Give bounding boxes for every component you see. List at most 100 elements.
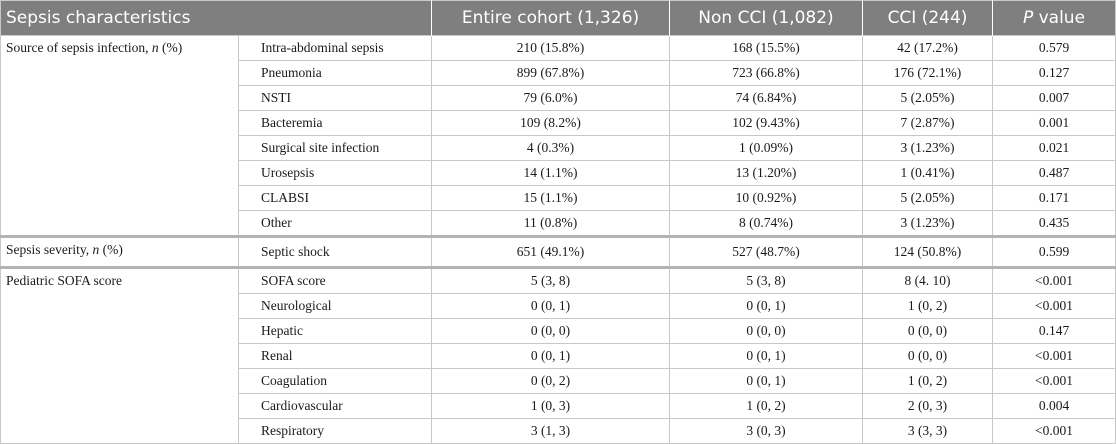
cell-entire-cohort: 0 (0, 0): [431, 318, 670, 344]
group-label-text: Sepsis severity,: [6, 242, 93, 257]
cell-non-cci: 0 (0, 1): [669, 343, 863, 369]
group-label: Pediatric SOFA score: [0, 266, 239, 444]
cell-cci: 2 (0, 3): [862, 393, 993, 419]
group-label-italic: n: [92, 242, 100, 257]
row-label: Septic shock: [238, 235, 432, 268]
group-label-suffix: (%): [158, 40, 183, 55]
cell-cci: 7 (2.87%): [862, 110, 993, 136]
cell-entire-cohort: 109 (8.2%): [431, 110, 670, 136]
cell-cci: 1 (0.41%): [862, 160, 993, 186]
cell-p-value: 0.171: [992, 185, 1116, 211]
cell-non-cci: 723 (66.8%): [669, 60, 863, 86]
header-p-letter: P: [1022, 8, 1034, 28]
cell-cci: 3 (3, 3): [862, 418, 993, 444]
cell-p-value: 0.579: [992, 35, 1116, 61]
header-p-rest: value: [1033, 8, 1086, 28]
cell-p-value: 0.599: [992, 235, 1116, 268]
cell-cci: 1 (0, 2): [862, 368, 993, 394]
cell-non-cci: 3 (0, 3): [669, 418, 863, 444]
cell-non-cci: 168 (15.5%): [669, 35, 863, 61]
cell-non-cci: 13 (1.20%): [669, 160, 863, 186]
group-label-italic: n: [151, 40, 159, 55]
cell-entire-cohort: 5 (3, 8): [431, 266, 670, 294]
cell-cci: 0 (0, 0): [862, 343, 993, 369]
row-label: SOFA score: [238, 266, 432, 294]
row-label: Other: [238, 210, 432, 237]
cell-entire-cohort: 79 (6.0%): [431, 85, 670, 111]
cell-entire-cohort: 0 (0, 1): [431, 293, 670, 319]
cell-non-cci: 1 (0.09%): [669, 135, 863, 161]
cell-entire-cohort: 210 (15.8%): [431, 35, 670, 61]
cell-cci: 0 (0, 0): [862, 318, 993, 344]
header-row: Sepsis characteristics Entire cohort (1,…: [0, 0, 1116, 36]
cell-p-value: 0.487: [992, 160, 1116, 186]
table-row: Renal 0 (0, 1) 0 (0, 1) 0 (0, 0) <0.001: [1, 343, 1116, 369]
header-cci: CCI (244): [862, 0, 993, 36]
row-label: Respiratory: [238, 418, 432, 444]
group-label-suffix: (%): [99, 242, 123, 257]
row-label: CLABSI: [238, 185, 432, 211]
cell-p-value: <0.001: [992, 266, 1116, 294]
cell-entire-cohort: 1 (0, 3): [431, 393, 670, 419]
row-label: Surgical site infection: [238, 135, 432, 161]
table-row: Pneumonia 899 (67.8%) 723 (66.8%) 176 (72.1…: [1, 60, 1116, 86]
cell-p-value: 0.001: [992, 110, 1116, 136]
cell-p-value: <0.001: [992, 293, 1116, 319]
cell-non-cci: 10 (0.92%): [669, 185, 863, 211]
cell-entire-cohort: 0 (0, 2): [431, 368, 670, 394]
cell-p-value: <0.001: [992, 368, 1116, 394]
cell-entire-cohort: 651 (49.1%): [431, 235, 670, 268]
cell-non-cci: 527 (48.7%): [669, 235, 863, 268]
table-header: Sepsis characteristics Entire cohort (1,…: [0, 0, 1116, 36]
cell-entire-cohort: 0 (0, 1): [431, 343, 670, 369]
table-row: Urosepsis 14 (1.1%) 13 (1.20%) 1 (0.41%) 0.4…: [1, 160, 1116, 186]
cell-entire-cohort: 4 (0.3%): [431, 135, 670, 161]
cell-cci: 3 (1.23%): [862, 135, 993, 161]
header-entire-cohort: Entire cohort (1,326): [431, 0, 670, 36]
cell-cci: 124 (50.8%): [862, 235, 993, 268]
group-label-text: Source of sepsis infection,: [6, 40, 152, 55]
cell-entire-cohort: 11 (0.8%): [431, 210, 670, 237]
cell-entire-cohort: 3 (1, 3): [431, 418, 670, 444]
table-row: Sepsis severity, n (%) Septic shock 651 (4…: [0, 235, 1116, 268]
table-row: NSTI 79 (6.0%) 74 (6.84%) 5 (2.05%) 0.007: [1, 85, 1116, 111]
header-p-value: P value: [992, 0, 1116, 36]
header-sepsis-characteristics: Sepsis characteristics: [0, 0, 432, 36]
cell-non-cci: 5 (3, 8): [669, 266, 863, 294]
cell-entire-cohort: 899 (67.8%): [431, 60, 670, 86]
row-label: Hepatic: [238, 318, 432, 344]
cell-p-value: 0.147: [992, 318, 1116, 344]
cell-p-value: 0.004: [992, 393, 1116, 419]
row-label: Neurological: [238, 293, 432, 319]
table-row: Surgical site infection 4 (0.3%) 1 (0.09%)…: [1, 135, 1116, 161]
cell-non-cci: 102 (9.43%): [669, 110, 863, 136]
row-label: Renal: [238, 343, 432, 369]
cell-p-value: 0.021: [992, 135, 1116, 161]
group-label-text: Pediatric SOFA score: [6, 273, 122, 288]
cell-non-cci: 8 (0.74%): [669, 210, 863, 237]
cell-entire-cohort: 14 (1.1%): [431, 160, 670, 186]
row-label: Urosepsis: [238, 160, 432, 186]
cell-cci: 5 (2.05%): [862, 185, 993, 211]
cell-p-value: <0.001: [992, 343, 1116, 369]
row-label: Coagulation: [238, 368, 432, 394]
table-row: Pediatric SOFA score SOFA score 5 (3, 8) 5 …: [0, 266, 1116, 444]
table-row: CLABSI 15 (1.1%) 10 (0.92%) 5 (2.05%) 0.171: [1, 185, 1116, 211]
cell-cci: 8 (4. 10): [862, 266, 993, 294]
cell-non-cci: 0 (0, 0): [669, 318, 863, 344]
cell-cci: 1 (0, 2): [862, 293, 993, 319]
row-label: Cardiovascular: [238, 393, 432, 419]
table-row: Cardiovascular 1 (0, 3) 1 (0, 2) 2 (0, 3) 0.…: [1, 393, 1116, 419]
row-label: Pneumonia: [238, 60, 432, 86]
cell-cci: 42 (17.2%): [862, 35, 993, 61]
cell-non-cci: 0 (0, 1): [669, 293, 863, 319]
table-row: Neurological 0 (0, 1) 0 (0, 1) 1 (0, 2) <0.0…: [1, 293, 1116, 319]
cell-p-value: 0.007: [992, 85, 1116, 111]
cell-cci: 176 (72.1%): [862, 60, 993, 86]
row-label: NSTI: [238, 85, 432, 111]
cell-cci: 5 (2.05%): [862, 85, 993, 111]
cell-entire-cohort: 15 (1.1%): [431, 185, 670, 211]
table-body: Source of sepsis infection, n (%) Intra-a…: [0, 35, 1116, 444]
group-label: Source of sepsis infection, n (%): [0, 35, 239, 237]
